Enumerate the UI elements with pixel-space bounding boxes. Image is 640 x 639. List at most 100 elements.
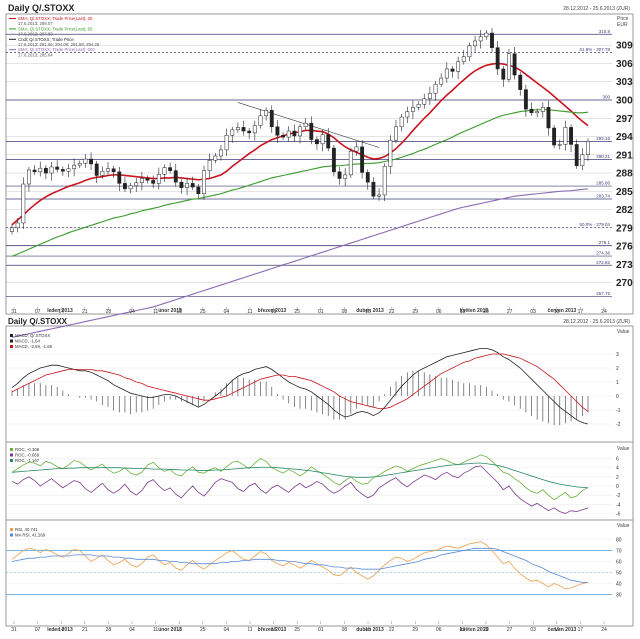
candle-body — [518, 74, 523, 90]
panel-tick-label: 2 — [616, 366, 619, 372]
series-line-signal — [11, 353, 589, 412]
price-tick-label: 270 — [616, 278, 633, 289]
x-tick-label: 08 — [342, 309, 348, 315]
candle-body — [38, 167, 43, 173]
candle-body — [461, 56, 466, 62]
candle-body — [258, 115, 263, 126]
candle-body — [15, 222, 20, 229]
candle-body — [433, 83, 438, 94]
candle-body — [512, 53, 517, 76]
macd-value-label: Value — [617, 329, 630, 335]
roc-value-label: Value — [617, 446, 630, 452]
month-label: červen 2013 — [548, 627, 577, 633]
candle-body — [450, 68, 455, 72]
candle-body — [303, 122, 308, 128]
level-label: 300 — [602, 95, 610, 100]
candle-body — [43, 167, 48, 174]
legend-entry: 17.6.2013; 297.03 — [18, 32, 53, 37]
candle-body — [219, 149, 223, 157]
legend-swatch — [10, 334, 13, 337]
candle-body — [190, 183, 195, 188]
x-tick-label: 03 — [530, 309, 536, 315]
candle-body — [100, 170, 105, 176]
legend-entry: MACD, -1.64 — [15, 339, 40, 344]
candle-body — [331, 147, 336, 173]
price-tick-label: 276 — [616, 242, 633, 253]
candle-body — [275, 126, 280, 136]
main-legend: SMA; Q/.STOXX; Trade Price(Last); 20 17.6… — [9, 16, 100, 57]
candle-body — [377, 194, 381, 197]
price-tick-label: 285 — [616, 187, 633, 198]
month-label: leden 2013 — [47, 627, 73, 633]
candle-body — [21, 183, 26, 224]
legend-entry: RSI, 40.741 — [15, 527, 38, 532]
month-label: únor 2013 — [158, 627, 182, 633]
series-line-roc-a — [11, 454, 589, 501]
legend-swatch — [10, 533, 13, 537]
macd-panel-range: 28.12.2012 - 25.6.2013 (ZUR) — [563, 319, 630, 325]
legend-entry: SMA; Q/.STOXX; Trade Price(Last); 20 — [18, 16, 93, 21]
x-tick-label: 25 — [200, 627, 206, 633]
x-tick-label: 18 — [271, 627, 277, 633]
panel-tick-label: 30 — [616, 593, 622, 599]
candle-body — [540, 107, 545, 112]
legend-entry: Cndl; Q/.STOXX; Trade Price — [18, 37, 74, 42]
candle-body — [298, 126, 302, 137]
x-tick-label: 10 — [554, 309, 560, 315]
x-tick-label: 14 — [58, 627, 64, 633]
x-tick-label: 25 — [294, 627, 300, 633]
candle-body — [586, 141, 590, 156]
candle-body — [123, 183, 127, 190]
candle-body — [337, 171, 342, 179]
candle-body — [111, 168, 116, 173]
x-tick-label: 11 — [247, 627, 252, 633]
legend-entry: 17.6.2013; 291.66; 294.08; 291.68; 294.2… — [18, 42, 100, 47]
series-line-sma-200 — [11, 188, 589, 338]
x-tick-label: 11 — [153, 627, 158, 633]
level-label: 283.74 — [596, 193, 610, 198]
price-tick-label: 309 — [616, 41, 633, 52]
macd-panel-frame — [5, 325, 634, 443]
x-tick-label: 15 — [365, 627, 371, 633]
legend-swatch — [10, 528, 13, 531]
legend-entry: ROC, -0.669 — [15, 453, 40, 458]
candle-body — [213, 155, 218, 161]
month-label: duben 2013 — [356, 308, 384, 314]
x-tick-label: 31 — [11, 309, 17, 315]
trend-line — [237, 102, 380, 148]
level-label: 272.82 — [596, 260, 610, 265]
candle-body — [241, 127, 246, 132]
candle-body — [60, 169, 65, 172]
x-tick-label: 07 — [35, 627, 41, 633]
x-tick-label: 07 — [35, 309, 41, 315]
candle-body — [196, 186, 201, 194]
candle-body — [490, 32, 494, 48]
main-panel-frame — [5, 13, 634, 315]
candle-body — [72, 164, 77, 170]
candle-body — [507, 53, 511, 80]
x-tick-label: 21 — [82, 627, 88, 633]
candle-body — [252, 125, 257, 134]
panel-tick-label: 50 — [616, 571, 622, 577]
legend-entry: ROC, -0.368 — [15, 447, 40, 452]
candle-body — [580, 154, 585, 166]
price-axis-label: Price — [617, 16, 629, 22]
series-line-roc-b — [11, 465, 589, 514]
x-tick-label: 06 — [436, 627, 442, 633]
candle-body — [388, 139, 393, 167]
panel-tick-label: 6 — [616, 457, 619, 463]
x-tick-label: 17 — [578, 627, 584, 633]
x-tick-label: 17 — [578, 309, 584, 315]
x-tick-label: 04 — [129, 309, 135, 315]
candle-body — [292, 130, 297, 137]
candle-body — [83, 158, 88, 164]
x-tick-label: 01 — [318, 627, 324, 633]
candle-body — [145, 178, 150, 181]
price-tick-label: 288 — [616, 169, 633, 180]
candle-body — [139, 178, 144, 184]
level-label: 290.21 — [596, 154, 610, 159]
currency-label: EUR — [617, 22, 628, 28]
x-tick-label: 13 — [460, 627, 466, 633]
